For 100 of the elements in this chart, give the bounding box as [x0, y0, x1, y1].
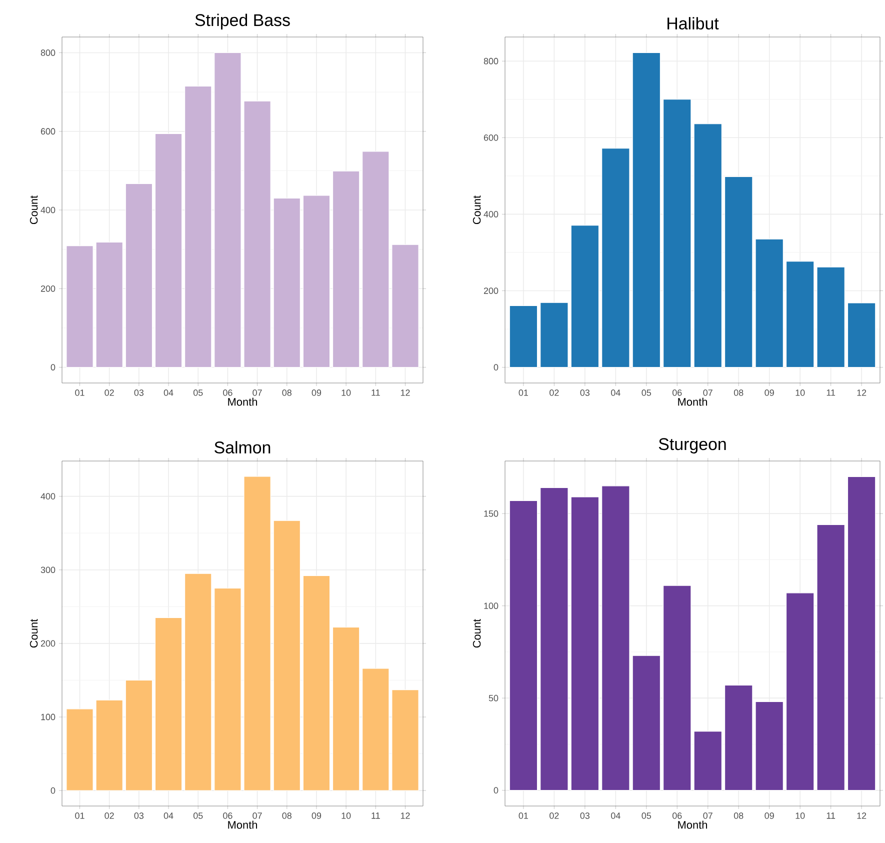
- bar: [540, 302, 568, 368]
- x-tick-label: 01: [75, 812, 84, 819]
- x-tick-label: 04: [164, 390, 174, 396]
- y-tick-label: 800: [484, 58, 498, 64]
- x-tick-label: 05: [193, 812, 203, 819]
- x-tick-label: 10: [796, 390, 805, 396]
- x-tick-label: 06: [223, 390, 232, 396]
- bar: [786, 260, 814, 368]
- x-tick-label: 08: [282, 812, 292, 819]
- bar: [816, 266, 845, 368]
- bar: [96, 700, 123, 791]
- x-tick-label: 09: [764, 390, 774, 396]
- y-axis-title: Count: [30, 195, 38, 224]
- y-tick-label: 0: [494, 364, 498, 370]
- x-tick-label: 12: [857, 390, 866, 396]
- x-tick-label: 09: [312, 390, 322, 396]
- x-tick-label: 11: [372, 812, 380, 819]
- x-tick-label: 12: [400, 390, 410, 396]
- bar: [362, 151, 390, 368]
- bar: [392, 689, 419, 791]
- bar: [332, 626, 360, 791]
- bar: [786, 592, 814, 791]
- bar: [214, 588, 242, 791]
- x-tick-label: 05: [642, 390, 652, 396]
- bar: [66, 245, 94, 368]
- x-tick-label: 05: [642, 812, 652, 819]
- x-tick-label: 03: [580, 390, 590, 396]
- x-tick-label: 02: [550, 390, 559, 396]
- y-tick-label: 0: [50, 364, 56, 370]
- chart-title: Sturgeon: [658, 438, 726, 454]
- y-tick-label: 200: [40, 285, 56, 292]
- bar: [755, 238, 784, 368]
- bar: [663, 99, 692, 368]
- y-tick-label: 400: [40, 493, 56, 500]
- y-tick-label: 100: [41, 714, 56, 720]
- bar: [694, 730, 722, 791]
- x-tick-label: 11: [372, 390, 380, 396]
- x-tick-label: 03: [134, 812, 144, 819]
- x-tick-label: 12: [857, 812, 866, 819]
- bar: [755, 701, 784, 791]
- x-tick-label: 02: [104, 390, 114, 396]
- x-tick-label: 06: [223, 812, 232, 819]
- x-axis-title: Month: [678, 398, 708, 406]
- y-tick-label: 400: [40, 206, 56, 214]
- x-tick-label: 02: [550, 812, 559, 819]
- x-tick-label: 06: [672, 812, 682, 819]
- bar: [392, 244, 419, 368]
- x-tick-label: 04: [611, 812, 620, 819]
- bar: [724, 684, 753, 791]
- x-tick-label: 09: [764, 812, 774, 819]
- x-tick-label: 03: [580, 812, 590, 819]
- y-tick-label: 400: [484, 211, 498, 218]
- bar: [302, 195, 330, 368]
- x-tick-label: 01: [518, 812, 528, 819]
- x-tick-label: 11: [826, 390, 836, 396]
- x-tick-label: 05: [193, 390, 203, 396]
- bar: [96, 242, 123, 368]
- y-tick-label: 0: [50, 787, 56, 794]
- x-tick-label: 08: [282, 390, 292, 396]
- bar: [570, 225, 600, 368]
- bar: [663, 585, 692, 791]
- y-tick-label: 200: [484, 288, 498, 294]
- bar: [184, 86, 212, 368]
- bar: [602, 148, 630, 368]
- bar: [540, 487, 568, 791]
- bar: [694, 124, 722, 368]
- bar: [154, 617, 182, 791]
- y-tick-label: 800: [40, 50, 56, 56]
- x-tick-label: 07: [252, 390, 262, 396]
- y-tick-label: 50: [488, 694, 498, 702]
- bar: [570, 496, 600, 791]
- x-tick-label: 07: [703, 812, 712, 819]
- bar: [602, 486, 630, 791]
- x-tick-label: 07: [252, 812, 262, 819]
- x-axis-title: Month: [228, 398, 258, 406]
- x-tick-label: 12: [400, 812, 410, 819]
- bar: [816, 524, 845, 791]
- y-tick-label: 100: [484, 602, 498, 610]
- y-axis-title: Count: [472, 195, 481, 224]
- x-tick-label: 10: [796, 812, 805, 819]
- y-tick-label: 600: [484, 134, 498, 141]
- bar: [362, 668, 390, 791]
- bar: [632, 655, 661, 791]
- bar: [724, 176, 753, 368]
- bar: [184, 573, 212, 791]
- y-axis-title: Count: [472, 618, 481, 648]
- x-tick-label: 11: [826, 812, 836, 819]
- bar: [332, 170, 360, 368]
- y-tick-label: 0: [494, 787, 498, 794]
- x-tick-label: 04: [611, 390, 620, 396]
- x-tick-label: 01: [518, 390, 528, 396]
- bar: [244, 476, 271, 791]
- chart-title: Striped Bass: [195, 14, 290, 30]
- bar: [214, 52, 242, 368]
- chart-title: Halibut: [668, 17, 719, 30]
- x-tick-label: 07: [703, 390, 712, 396]
- x-tick-label: 10: [342, 390, 351, 396]
- bar: [125, 183, 153, 368]
- bar: [244, 100, 271, 368]
- y-axis-title: Count: [30, 618, 38, 648]
